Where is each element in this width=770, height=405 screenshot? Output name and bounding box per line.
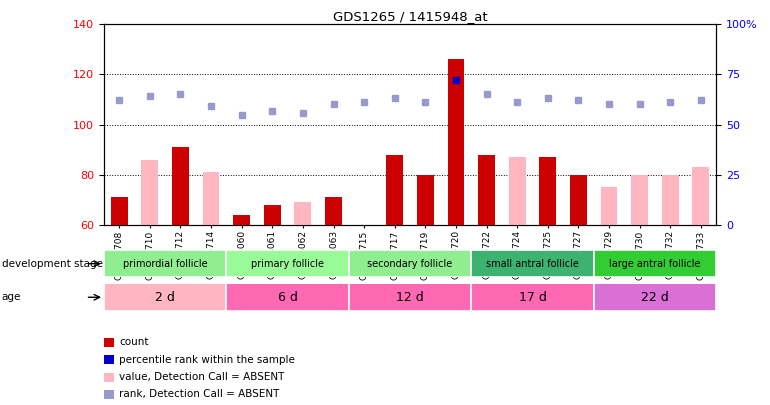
Text: 17 d: 17 d: [518, 291, 547, 304]
Bar: [594, 250, 716, 277]
Bar: [349, 250, 471, 277]
Bar: [570, 175, 587, 225]
Bar: [203, 172, 219, 225]
Bar: [447, 60, 464, 225]
Bar: [233, 215, 250, 225]
Bar: [631, 175, 648, 225]
Bar: [294, 202, 311, 225]
Text: 2 d: 2 d: [156, 291, 175, 304]
Text: secondary follicle: secondary follicle: [367, 259, 453, 269]
Bar: [692, 167, 709, 225]
Bar: [478, 155, 495, 225]
Text: primary follicle: primary follicle: [251, 259, 324, 269]
Text: percentile rank within the sample: percentile rank within the sample: [119, 355, 295, 364]
Bar: [601, 187, 618, 225]
Bar: [142, 160, 159, 225]
Text: age: age: [2, 292, 21, 302]
Bar: [104, 284, 226, 311]
Title: GDS1265 / 1415948_at: GDS1265 / 1415948_at: [333, 10, 487, 23]
Bar: [417, 175, 434, 225]
Text: count: count: [119, 337, 149, 347]
Bar: [111, 197, 128, 225]
Text: small antral follicle: small antral follicle: [486, 259, 579, 269]
Text: development stage: development stage: [2, 259, 102, 269]
Bar: [471, 250, 594, 277]
Text: value, Detection Call = ABSENT: value, Detection Call = ABSENT: [119, 372, 285, 382]
Text: 6 d: 6 d: [278, 291, 297, 304]
Bar: [226, 250, 349, 277]
Bar: [104, 250, 226, 277]
Text: 12 d: 12 d: [396, 291, 424, 304]
Bar: [539, 157, 556, 225]
Bar: [264, 205, 281, 225]
Bar: [509, 157, 526, 225]
Bar: [226, 284, 349, 311]
Bar: [594, 284, 716, 311]
Bar: [172, 147, 189, 225]
Text: rank, Detection Call = ABSENT: rank, Detection Call = ABSENT: [119, 390, 280, 399]
Text: 22 d: 22 d: [641, 291, 669, 304]
Bar: [325, 197, 342, 225]
Bar: [471, 284, 594, 311]
Text: large antral follicle: large antral follicle: [609, 259, 701, 269]
Bar: [349, 284, 471, 311]
Text: primordial follicle: primordial follicle: [123, 259, 207, 269]
Bar: [661, 175, 678, 225]
Bar: [387, 155, 403, 225]
